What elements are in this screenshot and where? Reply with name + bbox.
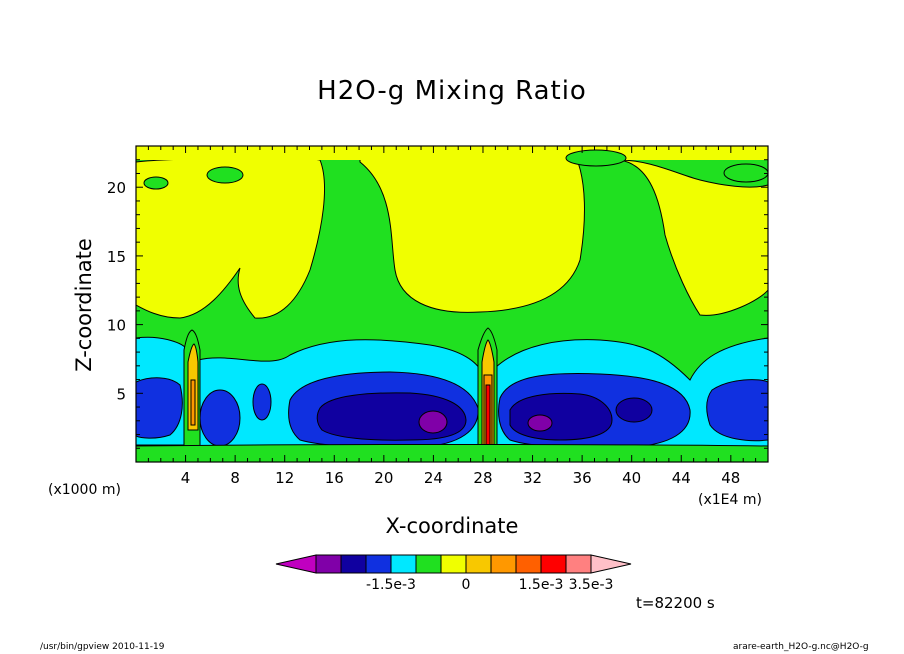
x-tick-label: 24 [424,469,443,487]
x-tick-label: 4 [181,469,191,487]
program-label: /usr/bin/gpview 2010-11-19 [40,642,165,652]
plot-frame [135,145,769,463]
colorbar-swatch [490,554,517,574]
colorbar-tick-label: 3.5e-3 [569,577,614,593]
contour-band-green [206,166,244,184]
colorbar-tick-label: -1.5e-3 [366,577,416,593]
colorbar-swatch [365,554,392,574]
time-label: t=82200 s [636,594,715,612]
colorbar-swatch [515,554,542,574]
x-tick-label: 48 [721,469,740,487]
colorbar-swatch [315,554,342,574]
contour-band-blue [252,383,272,421]
plume-left [190,379,196,426]
contour-band-yellow [136,146,768,160]
contour-band-navy [615,397,653,423]
x-unit-left: (x1000 m) [48,482,121,498]
x-tick-label: 16 [325,469,344,487]
file-label: arare-earth_H2O-g.nc@H2O-g [733,642,869,652]
contour-band-yellow [359,146,585,313]
colorbar-swatch [540,554,567,574]
contour-band-blue [136,377,183,439]
x-tick-label: 44 [672,469,691,487]
y-tick-label: 10 [107,317,126,335]
x-tick-label: 32 [523,469,542,487]
x-unit-right: (x1E4 m) [698,492,762,508]
plume-center [485,384,491,446]
x-tick-label: 12 [275,469,294,487]
y-tick-label: 5 [116,385,126,403]
colorbar-swatch [340,554,367,574]
contour-band-blue [199,389,241,447]
colorbar-swatch [415,554,442,574]
x-tick-label: 8 [230,469,240,487]
colorbar-tick-label: 1.5e-3 [519,577,564,593]
y-tick-label: 15 [107,248,126,266]
colorbar-swatch [465,554,492,574]
colorbar-swatch [565,554,592,574]
y-tick-label: 20 [107,179,126,197]
x-tick-label: 40 [622,469,641,487]
colorbar-tick-label: 0 [462,577,471,593]
contour-band-navy [509,392,613,441]
x-axis-label: X-coordinate [385,514,519,538]
contour-field [136,146,768,462]
x-tick-label: 36 [573,469,592,487]
x-tick-label: 28 [473,469,492,487]
colorbar-extend-low [275,554,317,574]
contour-band-blue [706,379,768,442]
x-axis: 4 8 12 16 20 24 28 32 36 40 44 48 [147,146,757,487]
colorbar: -1.5e-3 0 1.5e-3 3.5e-3 [275,554,632,593]
y-axis: 5 10 15 20 [107,159,768,449]
colorbar-swatch [390,554,417,574]
contour-band-yellow [619,159,768,316]
contour-band-green [143,176,169,190]
colorbar-extend-high [590,554,632,574]
contour-band-green [565,149,627,167]
x-tick-label: 20 [374,469,393,487]
contour-band-purple [418,410,448,434]
colorbar-swatch [440,554,467,574]
contour-band-green [723,163,768,183]
contour-band-purple [527,414,553,432]
contour-band-green [136,444,768,462]
chart-title: H2O-g Mixing Ratio [317,76,587,106]
y-axis-label: Z-coordinate [72,238,96,372]
